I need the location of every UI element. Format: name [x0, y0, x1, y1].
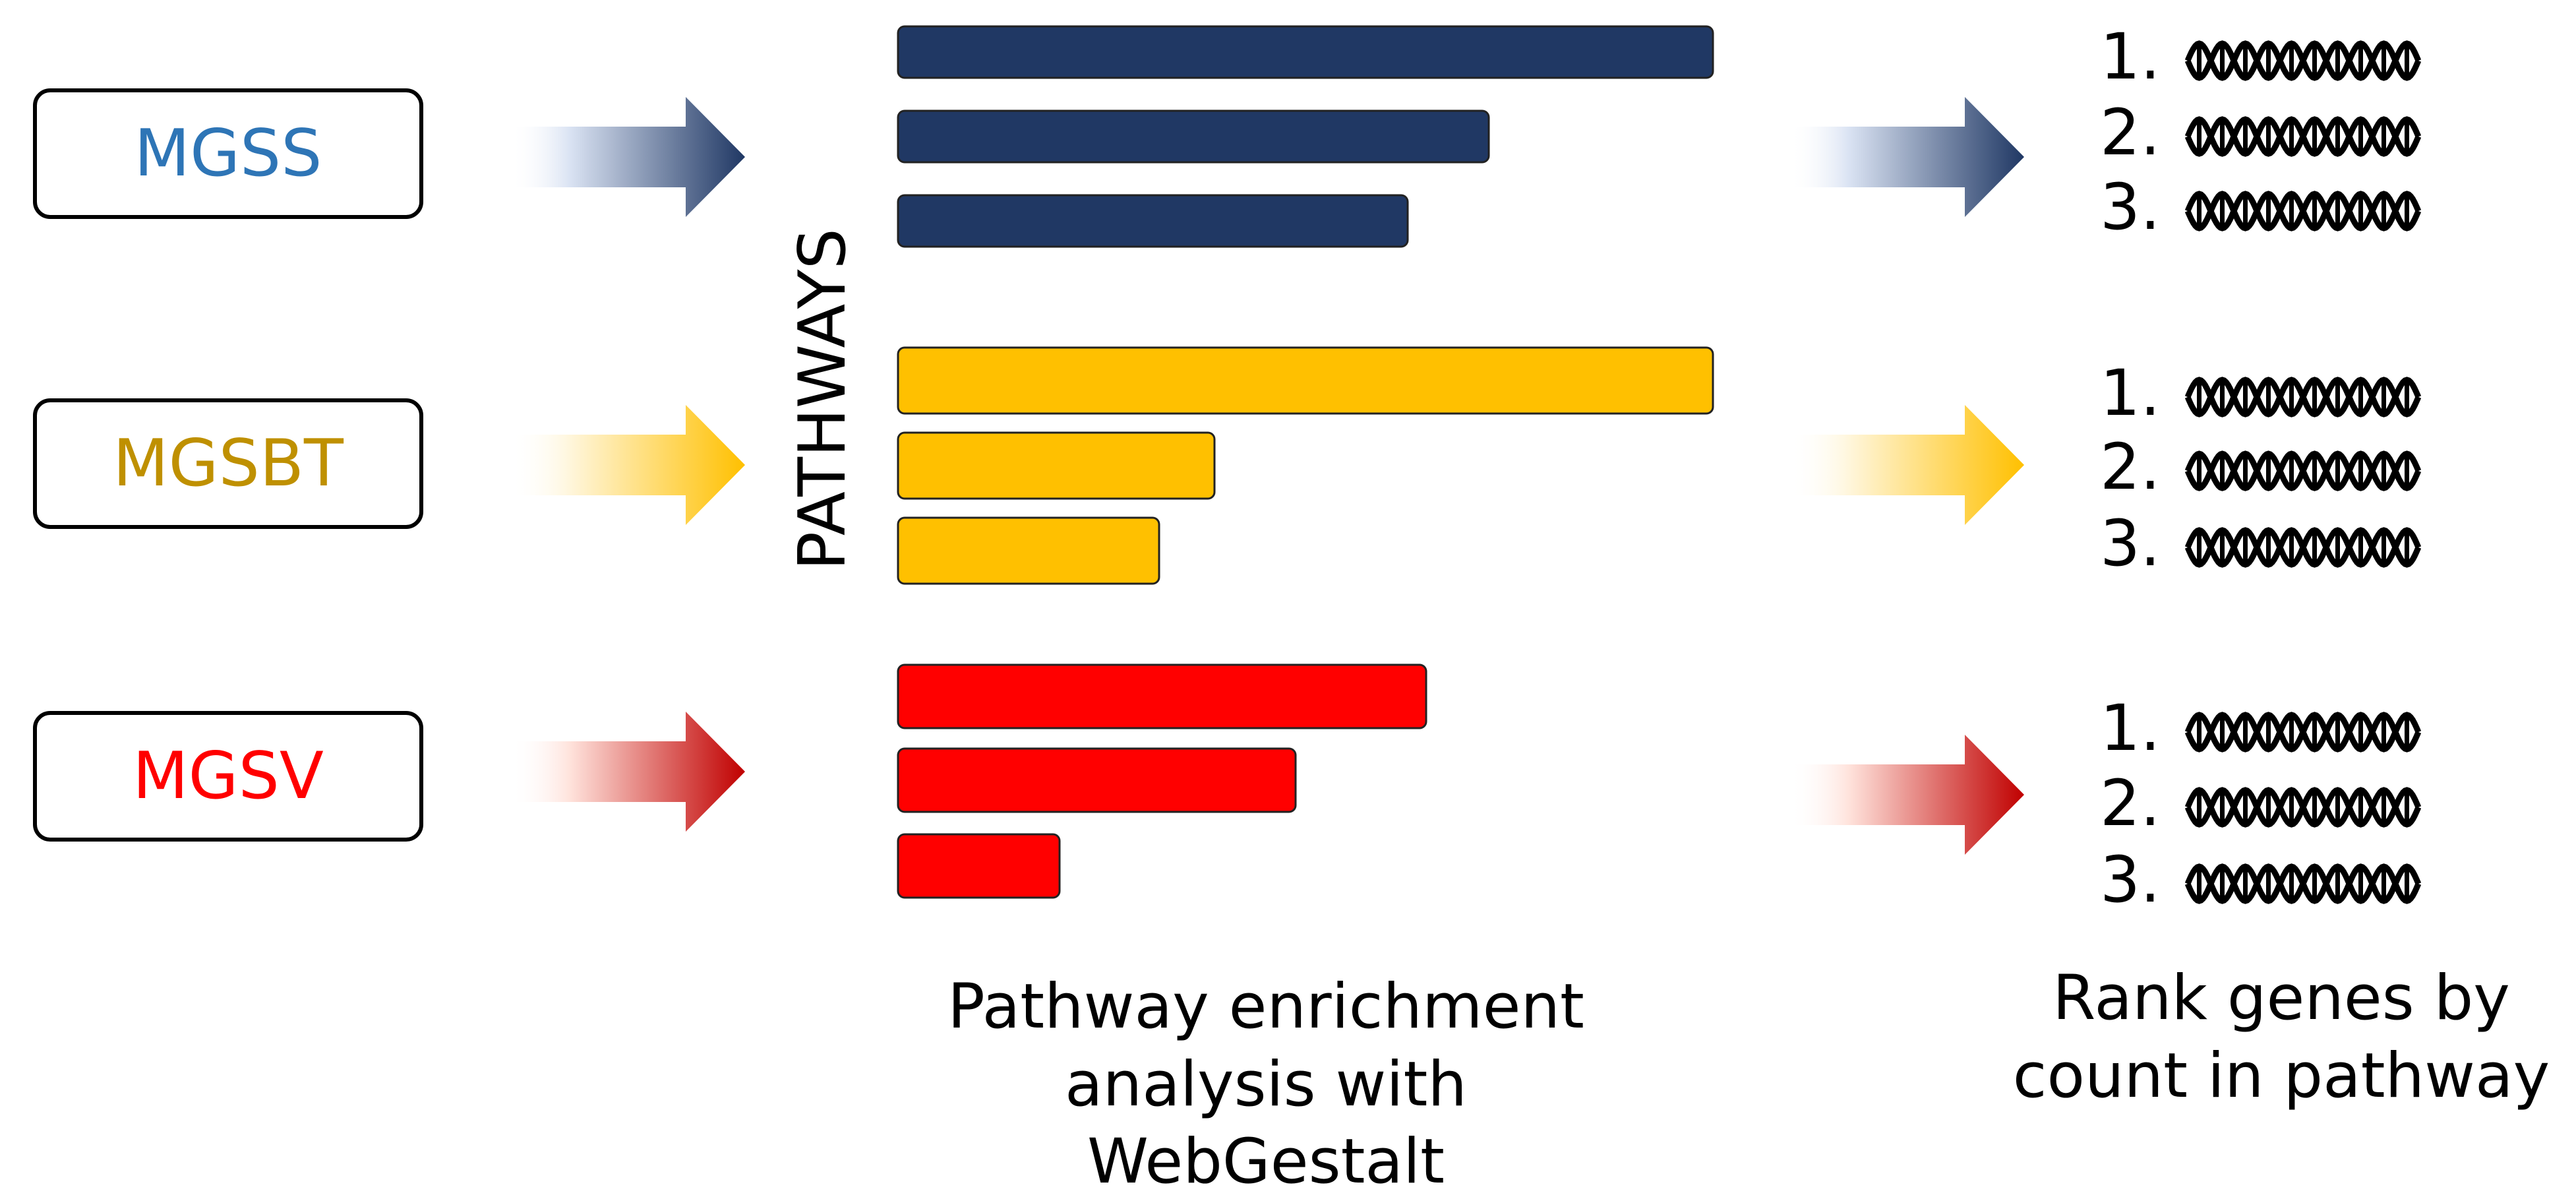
pathway-bar-mgsbt-2 [897, 431, 1216, 500]
arrow-left-mgss [511, 97, 745, 217]
arrow-right-mgsbt [1790, 405, 2024, 525]
dna-icon [2184, 191, 2422, 231]
rank-number: 2. [2100, 430, 2161, 504]
dataset-box-mgsv: MGSV [33, 711, 423, 842]
pathway-bar-mgsv-2 [897, 747, 1297, 813]
caption-pathway-enrichment: Pathway enrichment analysis with WebGest… [947, 971, 1584, 1198]
pathway-bar-mgsbt-1 [897, 346, 1714, 415]
dataset-label-mgsv: MGSV [133, 739, 324, 814]
arrow-right-mgsv [1790, 735, 2024, 855]
pathway-bar-mgss-2 [897, 109, 1490, 164]
dataset-label-mgsbt: MGSBT [113, 426, 344, 501]
pathway-bar-mgsbt-3 [897, 516, 1160, 585]
dataset-box-mgsbt: MGSBT [33, 398, 423, 529]
pathway-bar-mgsv-1 [897, 663, 1427, 729]
dna-icon [2184, 116, 2422, 157]
arrow-left-mgsbt [511, 405, 745, 525]
dna-icon [2184, 450, 2422, 491]
dna-icon [2184, 377, 2422, 417]
pathway-bar-mgss-1 [897, 25, 1714, 79]
dna-icon [2184, 40, 2422, 81]
rank-number: 3. [2100, 507, 2161, 580]
dna-icon [2184, 863, 2422, 904]
pathway-bar-mgsv-3 [897, 833, 1061, 899]
dataset-label-mgss: MGSS [134, 116, 322, 191]
rank-number: 3. [2100, 170, 2161, 244]
rank-number: 1. [2100, 691, 2161, 765]
dataset-box-mgss: MGSS [33, 88, 423, 219]
dna-icon [2184, 787, 2422, 828]
rank-number: 3. [2100, 843, 2161, 917]
pathway-bar-mgss-3 [897, 194, 1409, 248]
rank-number: 2. [2100, 96, 2161, 169]
rank-number: 1. [2100, 20, 2161, 94]
arrow-right-mgss [1790, 97, 2024, 217]
rank-number: 1. [2100, 356, 2161, 430]
dna-icon [2184, 712, 2422, 753]
arrow-left-mgsv [511, 712, 745, 832]
dna-icon [2184, 527, 2422, 568]
rank-number: 2. [2100, 766, 2161, 840]
caption-rank-genes: Rank genes by count in pathway [2012, 962, 2550, 1112]
